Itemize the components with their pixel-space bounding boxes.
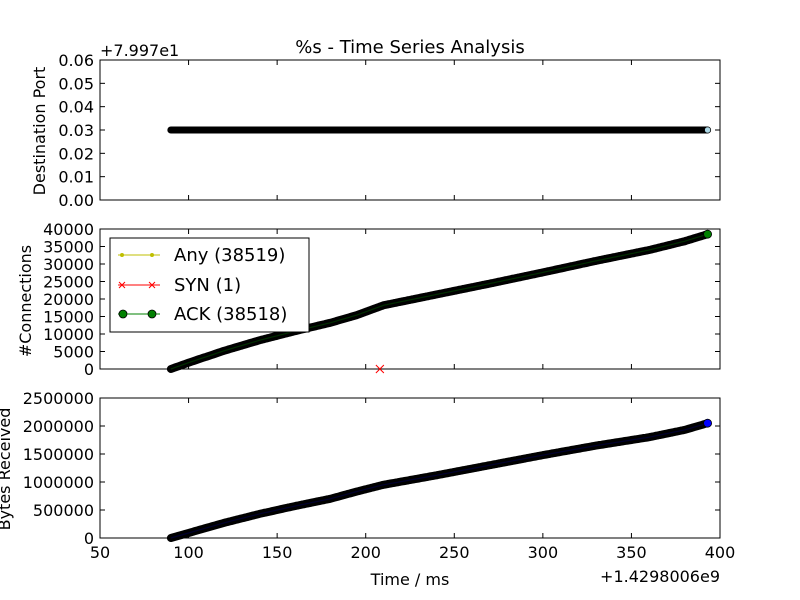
legend-swatch-ack-marker	[118, 309, 128, 319]
x-offset-label: +1.4298006e9	[600, 567, 720, 586]
x-tick-label: 50	[90, 543, 110, 562]
y-tick-label: 0.05	[58, 74, 94, 93]
x-tick-label: 200	[350, 543, 381, 562]
y-tick-label: 2500000	[23, 389, 94, 408]
x-tick-label: 250	[439, 543, 470, 562]
data-band-outline	[166, 230, 712, 373]
y-tick-label: 25000	[43, 273, 94, 292]
legend-label-ack: ACK (38518)	[174, 304, 287, 325]
y-tick-label: 0.00	[58, 191, 94, 210]
legend-entry-syn: SYN (1)	[118, 275, 241, 296]
data-line	[170, 233, 708, 370]
y-tick-label: 0.04	[58, 98, 94, 117]
y-tick-label: 0.06	[58, 51, 94, 70]
legend-entry-ack: ACK (38518)	[118, 304, 287, 325]
legend-label-syn: SYN (1)	[174, 275, 241, 296]
figure-title: %s - Time Series Analysis	[295, 37, 524, 58]
data-band-outline	[166, 419, 712, 542]
data-point-last	[703, 418, 712, 428]
y-tick-label: 1500000	[23, 445, 94, 464]
ylabel-destination-port: Destination Port	[30, 67, 49, 196]
axes-frame	[99, 397, 721, 539]
y-tick-label: 500000	[33, 501, 94, 520]
legend-swatch-any-point	[120, 253, 124, 257]
y-tick-label: 1000000	[23, 473, 94, 492]
legend: Any (38519) SYN (1) ACK (38518)	[109, 237, 310, 333]
legend-swatch-any-point	[150, 253, 154, 257]
data-point-last	[703, 229, 712, 239]
x-tick-label: 300	[528, 543, 559, 562]
y-tick-label: 30000	[43, 255, 94, 274]
data-point-syn	[375, 364, 385, 374]
y-tick-label: 20000	[43, 290, 94, 309]
x-tick-label: 150	[262, 543, 293, 562]
data-point-last	[704, 126, 711, 134]
panel-destination-port: 0.00 0.01 0.02 0.03 0.04 0.05 0.06	[58, 51, 721, 210]
panel-bytes-received: 0 500000 1000000 1500000 2000000 2500000 50 100…	[23, 389, 736, 562]
y-tick-label: 0.01	[58, 168, 94, 187]
y-offset-label-top: +7.997e1	[100, 41, 179, 60]
ylabel-connections: #Connections	[16, 245, 35, 357]
ylabel-bytes-received: Bytes Received	[0, 408, 14, 531]
y-tick-label: 0	[84, 529, 94, 548]
y-tick-label: 10000	[43, 325, 94, 344]
x-tick-label: 100	[173, 543, 204, 562]
y-tick-label: 2000000	[23, 417, 94, 436]
xlabel-time: Time / ms	[370, 570, 450, 589]
y-tick-label: 40000	[43, 220, 94, 239]
legend-label-any: Any (38519)	[174, 245, 285, 266]
y-tick-label: 5000	[53, 343, 94, 362]
y-tick-label: 0.03	[58, 121, 94, 140]
x-tick-label: 350	[616, 543, 647, 562]
y-tick-label: 35000	[43, 238, 94, 257]
x-tick-label: 400	[705, 543, 736, 562]
y-tick-label: 15000	[43, 308, 94, 327]
legend-swatch-syn-x	[118, 281, 156, 289]
y-tick-label: 0.02	[58, 144, 94, 163]
legend-entry-any: Any (38519)	[118, 245, 285, 266]
y-tick-label: 0	[84, 360, 94, 379]
legend-swatch-ack-marker	[147, 309, 157, 319]
data-line	[170, 422, 708, 539]
